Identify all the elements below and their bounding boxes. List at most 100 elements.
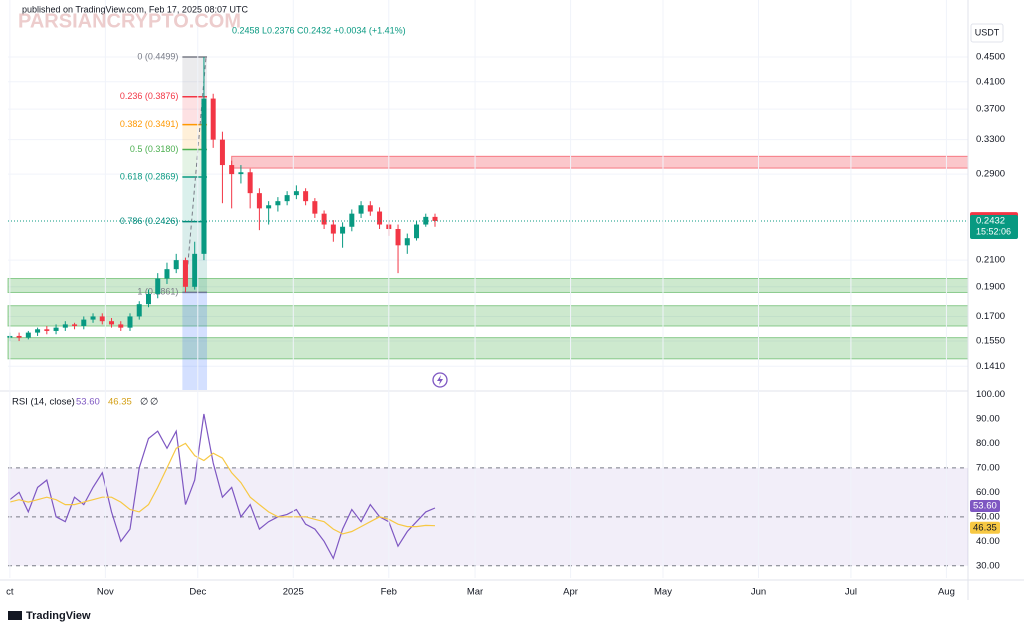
candle-body [145, 293, 151, 305]
rsi-line [9, 442, 436, 535]
candle-body [109, 321, 115, 325]
x-tick-label: Jul [845, 587, 857, 598]
rsi-line [9, 413, 436, 560]
currency: USDT [975, 27, 1000, 37]
candle-body [62, 324, 68, 328]
candle-body [321, 213, 327, 225]
candle-body [303, 191, 309, 202]
rsi-value-label: 53.60 [973, 501, 997, 512]
rsi-legend-value: 53.60 [76, 397, 100, 408]
candle-body [377, 211, 383, 225]
y-tick-label: 0.1550 [976, 336, 1005, 347]
y-tick-label: 0.4500 [976, 52, 1005, 63]
candle-body [340, 226, 346, 234]
y-tick-label: 80.00 [976, 438, 1000, 449]
x-tick-label: Apr [563, 587, 578, 598]
candle-body [219, 139, 225, 166]
price-label: 0.2432 [976, 216, 1005, 227]
footer-brand: TradingView [26, 610, 91, 622]
fib-label: 0.382 (0.3491) [120, 119, 179, 129]
candle-body [275, 201, 281, 206]
candle-body [182, 260, 188, 287]
candle-body [312, 201, 318, 214]
fib-range-highlight [182, 292, 208, 390]
rsi-value-label: 46.35 [973, 522, 997, 533]
candle-body [349, 213, 355, 227]
candle-body [395, 229, 401, 246]
price-label-box [970, 215, 1018, 240]
candle-body [81, 319, 87, 327]
fib-trend-line [184, 57, 207, 293]
y-tick-label: 60.00 [976, 487, 1000, 498]
rsi-title: RSI (14, close) [12, 397, 75, 408]
candle-body [192, 253, 198, 287]
x-tick-label: 2025 [283, 587, 304, 598]
x-tick-label: Jun [751, 587, 766, 598]
y-tick-label: 90.00 [976, 413, 1000, 424]
candle-body [53, 327, 59, 331]
y-tick-label: 0.3300 [976, 134, 1005, 145]
x-tick-label: Dec [189, 587, 206, 598]
y-tick-label: 0.1900 [976, 281, 1005, 292]
candle-body [127, 316, 133, 328]
x-tick-label: May [654, 587, 672, 598]
y-tick-label: 100.00 [976, 389, 1005, 400]
rsi-value-box [970, 521, 1000, 534]
candle-body [118, 324, 124, 328]
x-tick-label: Feb [381, 587, 397, 598]
currency-box[interactable] [970, 23, 1004, 43]
fib-label: 0.5 (0.3180) [130, 144, 179, 154]
rsi-legend-value: 46.35 [108, 397, 132, 408]
x-tick-label: Mar [467, 587, 483, 598]
y-tick-label: 50.00 [976, 511, 1000, 522]
candle-body [293, 191, 299, 196]
candle-body [358, 205, 364, 214]
y-tick-label: 0.2900 [976, 169, 1005, 180]
candle-body [367, 205, 373, 212]
candle-body [136, 304, 142, 317]
candle-body [173, 260, 179, 270]
candle-body [35, 329, 41, 333]
events-icon-bolt [437, 375, 443, 385]
candle-body [72, 324, 78, 327]
candle-body [330, 224, 336, 234]
candle-body [266, 205, 272, 209]
candle-body [155, 278, 161, 294]
x-tick-label: ct [6, 587, 14, 598]
rsi-legend-value: ∅ [140, 397, 148, 408]
y-tick-label: 0.1700 [976, 311, 1005, 322]
y-tick-label: 70.00 [976, 462, 1000, 473]
fib-label: 0 (0.4499) [137, 51, 178, 61]
watermark: PARSIANCRYPTO.COM [18, 10, 241, 32]
candle-body [432, 216, 438, 222]
fib-label: 0.236 (0.3876) [120, 91, 179, 101]
rsi-legend-value: ∅ [150, 397, 158, 408]
candle-body [247, 172, 253, 194]
zone [231, 155, 969, 169]
fib-band [182, 57, 208, 97]
zone [7, 337, 969, 360]
rsi-value-box [970, 500, 1000, 513]
candle-body [414, 224, 420, 239]
y-tick-label: 0.4100 [976, 76, 1005, 87]
candle-body [238, 172, 244, 175]
candle-body [210, 98, 216, 140]
y-tick-label: 0.3700 [976, 104, 1005, 115]
events-icon[interactable] [432, 372, 448, 388]
y-tick-label: 30.00 [976, 560, 1000, 571]
published-note: published on TradingView.com, Feb 17, 20… [22, 4, 248, 14]
candle-body [99, 316, 105, 322]
candle-body [44, 329, 50, 331]
y-tick-label: 0.2100 [976, 255, 1005, 266]
x-tick-label: Nov [97, 587, 114, 598]
zone [7, 305, 969, 327]
candle-body [16, 335, 22, 338]
candle-body [404, 238, 410, 246]
candle-body [201, 98, 207, 254]
y-tick-label: 40.00 [976, 536, 1000, 547]
price-countdown: 15:52:06 [976, 226, 1011, 236]
y-tick-label: 0.1410 [976, 361, 1005, 372]
logo [8, 611, 22, 620]
